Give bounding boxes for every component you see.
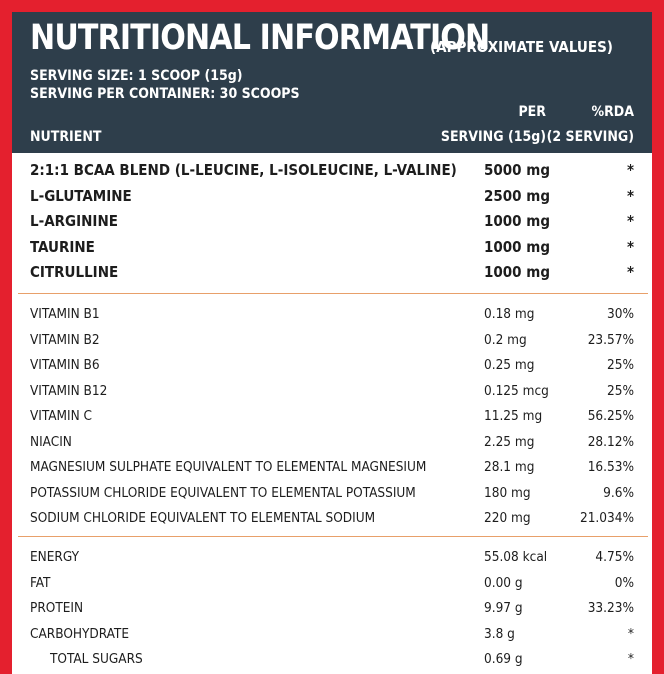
- nutrient-name: TAURINE: [30, 237, 95, 256]
- amount-per-serving: 0.2 mg: [484, 331, 527, 348]
- table-row: TOTAL SUGARS 0.69 g *: [12, 647, 652, 671]
- nutrient-name: VITAMIN B12: [30, 382, 108, 399]
- column-rda-line1: %RDA: [591, 104, 634, 120]
- table-row: CARBOHYDRATE 3.8 g *: [12, 622, 652, 646]
- table-row: FAT 0.00 g 0%: [12, 571, 652, 595]
- rda-percent: 0%: [614, 574, 634, 591]
- nutrient-name: VITAMIN B6: [30, 357, 100, 373]
- table-row: 2:1:1 BCAA BLEND (L-LEUCINE, L-ISOLEUCIN…: [12, 158, 652, 182]
- rda-percent: 4.75%: [595, 549, 634, 565]
- nutrient-name: PROTEIN: [30, 600, 84, 616]
- table-row: VITAMIN B12 0.125 mcg 25%: [12, 379, 652, 403]
- nutrient-name: NIACIN: [30, 433, 72, 450]
- amount-per-serving: 5000 mg: [484, 161, 550, 179]
- amount-per-serving: 9.97 g: [484, 600, 523, 616]
- rda-percent: 25%: [607, 382, 634, 399]
- rda-percent: 56.25%: [587, 408, 634, 424]
- rda-percent: *: [627, 625, 634, 642]
- nutrient-name: ENERGY: [30, 549, 80, 565]
- table-row: MAGNESIUM SULPHATE EQUIVALENT TO ELEMENT…: [12, 455, 652, 479]
- rda-percent: *: [626, 212, 634, 230]
- table-row: SODIUM CHLORIDE EQUIVALENT TO ELEMENTAL …: [12, 506, 652, 530]
- nutrient-name: CARBOHYDRATE: [30, 625, 130, 642]
- amount-per-serving: 1000 mg: [484, 237, 550, 256]
- panel-title: NUTRITIONAL INFORMATION: [30, 18, 490, 58]
- amount-per-serving: 0.00 g: [484, 574, 523, 591]
- section-divider: [18, 536, 648, 537]
- rda-percent: 28.12%: [587, 433, 634, 450]
- column-nutrient: NUTRIENT: [30, 129, 102, 145]
- table-row: CITRULLINE 1000 mg *: [12, 260, 652, 284]
- amount-per-serving: 0.69 g: [484, 651, 523, 667]
- amount-per-serving: 0.18 mg: [484, 306, 535, 322]
- amount-per-serving: 11.25 mg: [484, 408, 543, 424]
- table-row: VITAMIN B2 0.2 mg 23.57%: [12, 328, 652, 352]
- column-per-serving-line2: SERVING (15g): [440, 129, 546, 145]
- rda-percent: *: [626, 186, 634, 205]
- nutrition-panel: NUTRITIONAL INFORMATION (APPROXIMATE VAL…: [12, 12, 652, 674]
- section-divider: [18, 293, 648, 294]
- column-rda-line2: (2 SERVING): [546, 129, 634, 145]
- rda-percent: 21.034%: [579, 510, 634, 526]
- rda-percent: 16.53%: [587, 459, 634, 475]
- table-row: L-ARGININE 1000 mg *: [12, 209, 652, 233]
- amount-per-serving: 0.25 mg: [484, 357, 535, 373]
- nutrient-name: 2:1:1 BCAA BLEND (L-LEUCINE, L-ISOLEUCIN…: [30, 161, 457, 179]
- table-row: TAURINE 1000 mg *: [12, 235, 652, 259]
- title-note: (APPROXIMATE VALUES): [430, 38, 613, 56]
- nutrient-name: TOTAL SUGARS: [50, 651, 143, 667]
- column-per-serving-line1: PER: [518, 104, 546, 120]
- nutrient-name: VITAMIN B1: [30, 306, 100, 322]
- serving-size: SERVING SIZE: 1 SCOOP (15g): [30, 68, 243, 84]
- rda-percent: *: [626, 161, 634, 179]
- nutrient-name: FAT: [30, 574, 51, 591]
- rda-percent: 23.57%: [587, 331, 634, 348]
- rda-percent: 33.23%: [587, 600, 634, 616]
- nutrient-name: MAGNESIUM SULPHATE EQUIVALENT TO ELEMENT…: [30, 459, 427, 475]
- rda-percent: 9.6%: [603, 484, 634, 501]
- nutrient-name: L-GLUTAMINE: [30, 186, 132, 205]
- table-row: NIACIN 2.25 mg 28.12%: [12, 430, 652, 454]
- table-row: VITAMIN C 11.25 mg 56.25%: [12, 404, 652, 428]
- table-row: VITAMIN B1 0.18 mg 30%: [12, 302, 652, 326]
- title-row: NUTRITIONAL INFORMATION: [30, 18, 564, 58]
- nutrient-name: CITRULLINE: [30, 263, 119, 281]
- servings-per-container: SERVING PER CONTAINER: 30 SCOOPS: [30, 86, 300, 102]
- amount-per-serving: 2.25 mg: [484, 433, 535, 450]
- table-row: L-GLUTAMINE 2500 mg *: [12, 184, 652, 208]
- nutrient-name: VITAMIN C: [30, 408, 93, 424]
- rda-percent: *: [626, 237, 634, 256]
- amount-per-serving: 55.08 kcal: [484, 549, 548, 565]
- amount-per-serving: 2500 mg: [484, 186, 550, 205]
- amount-per-serving: 1000 mg: [484, 263, 550, 281]
- nutrient-name: POTASSIUM CHLORIDE EQUIVALENT TO ELEMENT…: [30, 484, 416, 501]
- amount-per-serving: 180 mg: [484, 484, 531, 501]
- nutrient-name: SODIUM CHLORIDE EQUIVALENT TO ELEMENTAL …: [30, 510, 376, 526]
- table-row: PROTEIN 9.97 g 33.23%: [12, 596, 652, 620]
- rda-percent: 25%: [607, 357, 634, 373]
- rda-percent: 30%: [607, 306, 634, 322]
- table-row: VITAMIN B6 0.25 mg 25%: [12, 353, 652, 377]
- rda-percent: *: [627, 651, 634, 667]
- amount-per-serving: 1000 mg: [484, 212, 550, 230]
- amount-per-serving: 220 mg: [484, 510, 531, 526]
- nutrient-name: VITAMIN B2: [30, 331, 100, 348]
- amount-per-serving: 3.8 g: [484, 625, 515, 642]
- table-row: ENERGY 55.08 kcal 4.75%: [12, 545, 652, 569]
- nutrient-name: L-ARGININE: [30, 212, 118, 230]
- amount-per-serving: 0.125 mcg: [484, 382, 549, 399]
- table-row: POTASSIUM CHLORIDE EQUIVALENT TO ELEMENT…: [12, 481, 652, 505]
- amount-per-serving: 28.1 mg: [484, 459, 535, 475]
- rda-percent: *: [626, 263, 634, 281]
- table-header: NUTRITIONAL INFORMATION (APPROXIMATE VAL…: [12, 12, 652, 153]
